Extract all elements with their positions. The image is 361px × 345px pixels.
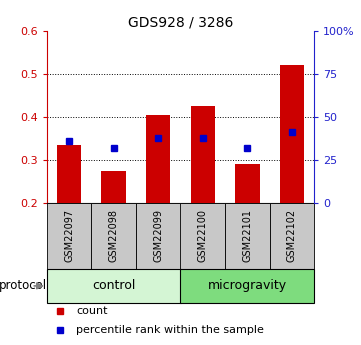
Bar	[146, 115, 170, 203]
Bar	[180, 203, 225, 268]
Text: GSM22098: GSM22098	[109, 209, 119, 262]
Text: GSM22101: GSM22101	[242, 209, 252, 262]
Text: GSM22102: GSM22102	[287, 209, 297, 262]
Bar	[47, 203, 91, 268]
Text: GSM22097: GSM22097	[64, 209, 74, 262]
Bar	[270, 203, 314, 268]
Text: protocol: protocol	[0, 279, 47, 293]
Text: GSM22099: GSM22099	[153, 209, 163, 262]
Bar	[279, 66, 304, 203]
Bar	[47, 268, 180, 303]
Text: percentile rank within the sample: percentile rank within the sample	[76, 325, 264, 335]
Bar	[191, 106, 215, 203]
Text: GSM22100: GSM22100	[198, 209, 208, 262]
Text: microgravity: microgravity	[208, 279, 287, 293]
Bar	[136, 203, 180, 268]
Text: control: control	[92, 279, 135, 293]
Bar	[225, 203, 270, 268]
Bar	[57, 145, 82, 203]
Title: GDS928 / 3286: GDS928 / 3286	[128, 16, 233, 30]
Bar	[101, 171, 126, 203]
Bar	[91, 203, 136, 268]
Bar	[180, 268, 314, 303]
Bar	[235, 164, 260, 203]
Text: count: count	[76, 306, 108, 316]
